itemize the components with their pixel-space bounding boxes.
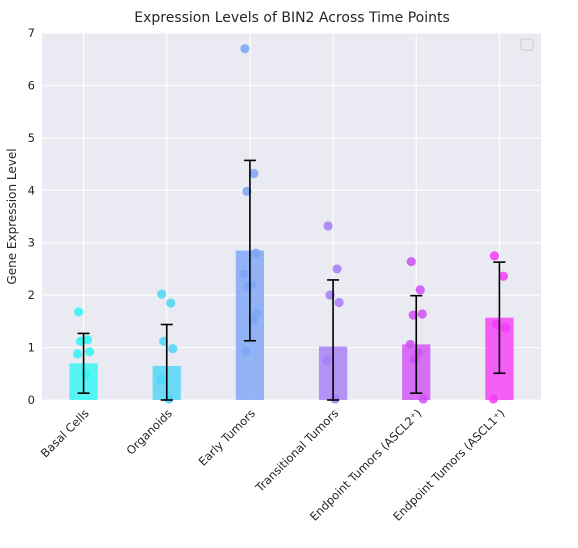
plot-area: [42, 33, 541, 400]
y-tick-label: 5: [28, 131, 35, 145]
data-point: [82, 335, 93, 345]
data-point: [322, 356, 332, 366]
data-point: [73, 307, 84, 317]
data-point: [168, 344, 178, 354]
data-point: [241, 346, 251, 356]
x-tick-label: Basal Cells: [38, 406, 92, 460]
x-tick-label: Transitional Tumors: [252, 406, 341, 495]
y-tick-label: 6: [28, 78, 35, 92]
data-point: [239, 269, 249, 279]
data-point: [415, 285, 425, 295]
y-tick-label: 3: [28, 236, 35, 250]
data-point: [498, 271, 509, 281]
y-axis-ticks: 0 1 2 3 4 5 6 7: [28, 26, 35, 407]
y-tick-label: 4: [28, 183, 35, 197]
data-point: [72, 349, 83, 359]
data-point: [84, 347, 95, 357]
data-point: [488, 394, 499, 404]
data-point: [406, 256, 416, 267]
data-point: [418, 394, 428, 404]
y-tick-label: 2: [28, 288, 35, 302]
data-point: [251, 248, 261, 258]
chart-title: Expression Levels of BIN2 Across Time Po…: [134, 10, 450, 26]
data-point: [330, 394, 340, 404]
data-point: [409, 354, 419, 364]
data-point: [323, 221, 333, 231]
x-axis-ticks: Basal Cells Organoids Early TumorsTransiti…: [38, 406, 508, 523]
legend-box: [520, 38, 534, 51]
y-tick-label: 0: [28, 393, 35, 407]
data-point: [417, 309, 427, 319]
x-tick-label: Organoids: [123, 406, 174, 457]
data-point: [252, 308, 262, 319]
y-axis-title: Gene Expression Level: [5, 148, 19, 284]
data-point: [166, 298, 176, 308]
data-point: [80, 369, 91, 379]
data-point: [334, 297, 344, 308]
data-point: [500, 323, 511, 333]
data-point: [157, 289, 167, 299]
data-point: [240, 44, 250, 54]
data-point: [405, 339, 415, 350]
y-tick-label: 7: [28, 26, 35, 40]
data-point: [489, 251, 500, 261]
data-point: [332, 264, 342, 274]
data-point: [249, 168, 259, 179]
data-point: [243, 282, 253, 292]
data-point: [156, 374, 166, 384]
x-tick-label: Early Tumors: [196, 406, 258, 468]
data-point: [164, 394, 174, 404]
error-bars: [77, 159, 506, 401]
y-tick-label: 1: [28, 341, 35, 355]
